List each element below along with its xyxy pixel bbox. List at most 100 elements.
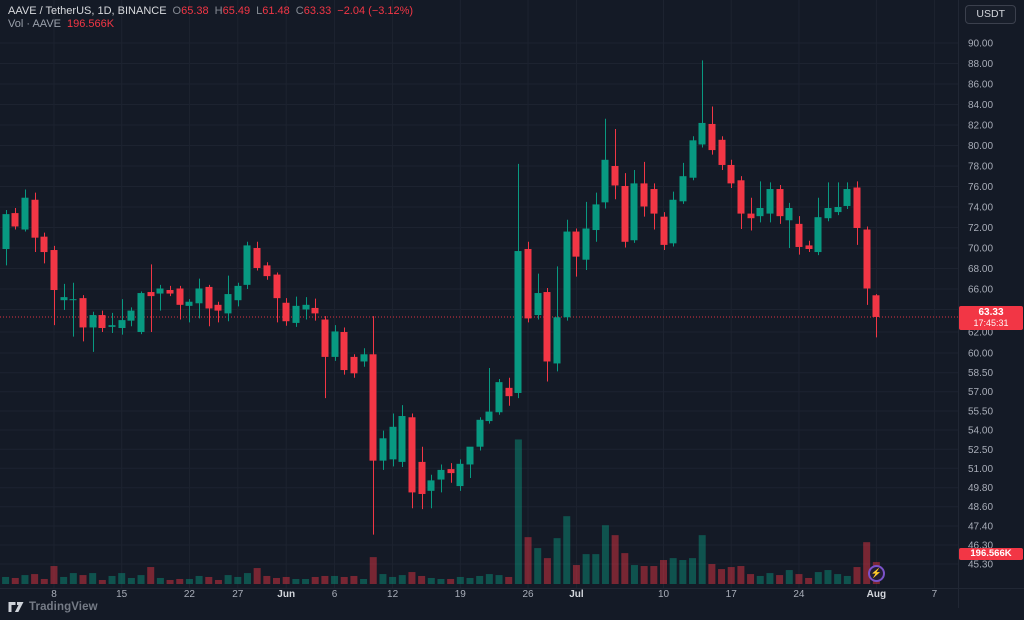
volume-bar[interactable] (156, 577, 164, 584)
volume-bar[interactable] (524, 537, 532, 584)
volume-bar[interactable] (447, 578, 455, 584)
candle[interactable] (21, 189, 29, 232)
candle[interactable] (369, 316, 377, 535)
volume-bar[interactable] (437, 578, 445, 584)
volume-bar[interactable] (69, 573, 77, 584)
candle[interactable] (795, 216, 803, 255)
volume-bar[interactable] (776, 575, 784, 584)
candle[interactable] (79, 295, 87, 342)
candle[interactable] (630, 170, 638, 243)
volume-bar[interactable] (292, 578, 300, 584)
candle[interactable] (69, 282, 77, 337)
volume-bar[interactable] (621, 553, 629, 584)
volume-bar[interactable] (340, 576, 348, 584)
volume-bar[interactable] (737, 566, 745, 584)
volume-bar[interactable] (350, 575, 358, 584)
candle[interactable] (611, 129, 619, 200)
candle[interactable] (601, 118, 609, 209)
candle[interactable] (727, 159, 735, 189)
volume-bar[interactable] (50, 566, 58, 584)
candle[interactable] (253, 241, 261, 271)
candle[interactable] (592, 192, 600, 242)
candle[interactable] (669, 191, 677, 247)
candle[interactable] (495, 378, 503, 415)
candle[interactable] (718, 136, 726, 171)
candle[interactable] (40, 232, 48, 264)
volume-bar[interactable] (321, 575, 329, 584)
volume-bar[interactable] (785, 570, 793, 584)
volume-bar[interactable] (756, 575, 764, 584)
tradingview-logo[interactable]: TradingView (8, 601, 98, 613)
volume-bar[interactable] (398, 575, 406, 584)
candle[interactable] (747, 197, 755, 231)
volume-bar[interactable] (185, 578, 193, 584)
candle[interactable] (466, 446, 474, 478)
candle[interactable] (331, 325, 339, 361)
volume-bar[interactable] (273, 577, 280, 584)
volume-bar[interactable] (766, 573, 774, 584)
candle[interactable] (50, 245, 58, 326)
candle[interactable] (234, 282, 242, 307)
candle[interactable] (176, 285, 184, 320)
candle[interactable] (485, 368, 493, 424)
volume-bar[interactable] (40, 578, 48, 584)
candle[interactable] (60, 283, 68, 311)
volume-bar[interactable] (282, 576, 290, 584)
volume-bar[interactable] (263, 575, 271, 584)
volume-bar[interactable] (98, 579, 106, 584)
time-tick-labels[interactable]: 8 15 22 27 Jun 6 12 19 26 Jul 10 17 24 Aug 7 (51, 589, 937, 600)
volume-bar[interactable] (166, 579, 174, 584)
volume-bar[interactable] (214, 579, 222, 584)
volume-bar[interactable] (669, 558, 677, 584)
volume-bar[interactable] (747, 574, 755, 584)
candle[interactable] (756, 181, 764, 223)
volume-bar[interactable] (243, 573, 251, 584)
candle[interactable] (543, 287, 551, 382)
candle[interactable] (379, 430, 387, 470)
candle[interactable] (805, 240, 813, 253)
volume-bar[interactable] (679, 560, 687, 584)
candle[interactable] (524, 241, 532, 323)
volume-bar[interactable] (834, 574, 842, 584)
candle[interactable] (127, 307, 135, 327)
candle[interactable] (11, 208, 19, 230)
candle[interactable] (360, 348, 368, 367)
volume-bar[interactable] (127, 577, 135, 584)
candle[interactable] (340, 327, 348, 375)
candle[interactable] (679, 162, 687, 204)
candle[interactable] (389, 413, 397, 467)
volume-bar[interactable] (311, 576, 319, 584)
volume-bar[interactable] (708, 564, 716, 584)
volume-bar[interactable] (360, 578, 368, 584)
candle[interactable] (766, 182, 774, 223)
candle[interactable] (147, 264, 155, 332)
volume-bar[interactable] (331, 575, 339, 584)
volume-bar[interactable] (534, 548, 542, 584)
volume-bar[interactable] (147, 567, 155, 584)
candle[interactable] (708, 106, 716, 155)
volume-bar[interactable] (572, 565, 580, 584)
volume-bar[interactable] (224, 575, 232, 584)
volume-bar[interactable] (176, 578, 184, 584)
currency-toggle-button[interactable]: USDT (965, 5, 1016, 24)
boost-marker-icon[interactable]: ⚡ (867, 565, 885, 582)
volume-bar[interactable] (495, 575, 503, 584)
candle[interactable] (456, 459, 464, 491)
volume-bar[interactable] (863, 542, 871, 584)
candle[interactable] (137, 291, 145, 335)
volume-bar[interactable] (389, 576, 397, 584)
candle[interactable] (437, 464, 445, 493)
volume-bar[interactable] (408, 572, 416, 584)
volume-bar[interactable] (379, 574, 387, 584)
candle[interactable] (514, 163, 522, 399)
candle[interactable] (166, 285, 174, 297)
volume-bar[interactable] (11, 577, 19, 584)
volume-bar[interactable] (543, 558, 551, 584)
candle[interactable] (814, 197, 822, 256)
volume-bar[interactable] (31, 574, 39, 584)
volume-bar[interactable] (505, 576, 513, 584)
candle[interactable] (853, 181, 861, 245)
volume-bar[interactable] (660, 560, 667, 584)
volume-bar[interactable] (563, 516, 571, 584)
volume-bar[interactable] (514, 439, 522, 584)
